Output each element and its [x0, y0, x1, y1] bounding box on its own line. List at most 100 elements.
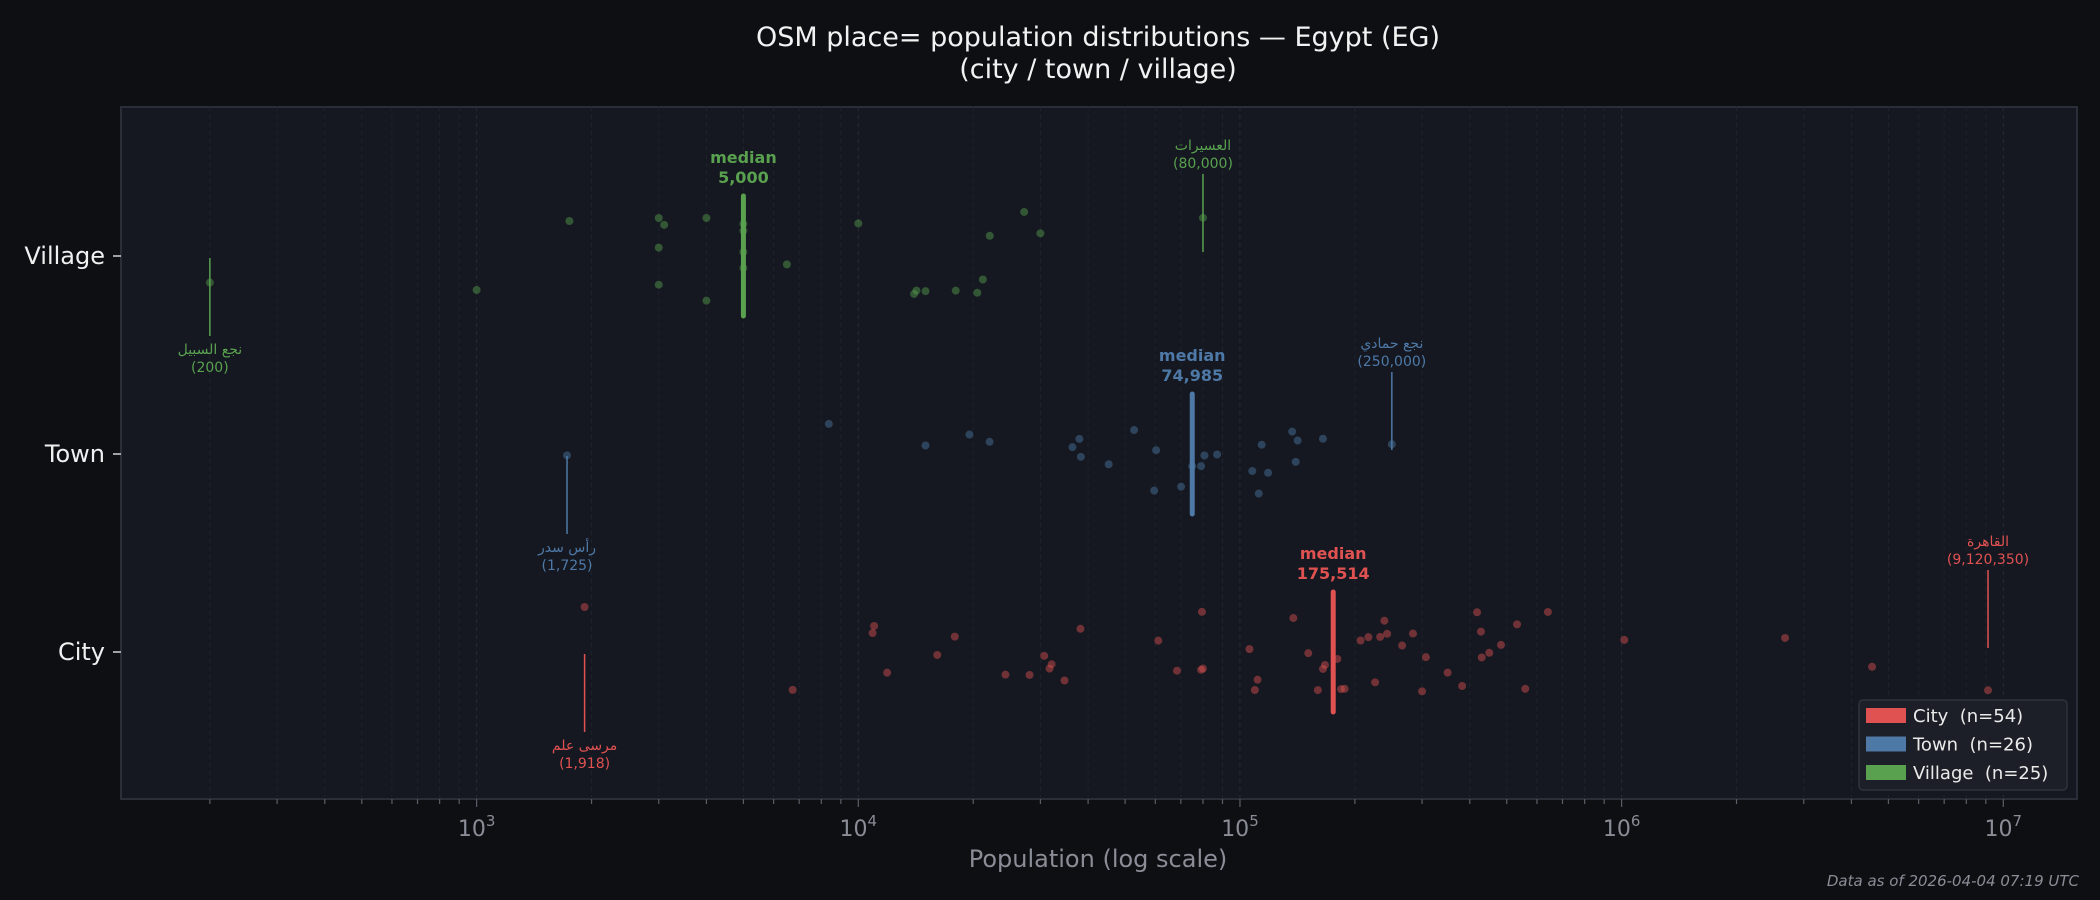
data-point: [1398, 641, 1407, 650]
data-point: [965, 430, 974, 439]
data-point: [1497, 640, 1506, 649]
data-point: [1288, 427, 1297, 436]
legend-label-city: City (n=54): [1913, 706, 2023, 727]
data-point: [1253, 675, 1262, 684]
data-point: [1152, 446, 1161, 455]
data-point: [1200, 451, 1209, 460]
data-point: [1068, 443, 1077, 452]
data-point: [950, 632, 959, 641]
data-point: [1036, 229, 1045, 238]
data-point: [1047, 660, 1056, 669]
data-point: [1383, 629, 1392, 638]
grid-lines: [209, 107, 2004, 799]
data-point: [563, 451, 572, 460]
data-point: [1150, 486, 1159, 495]
data-point: [1364, 633, 1373, 642]
data-point: [654, 243, 663, 252]
data-point: [910, 289, 919, 298]
data-point: [1198, 664, 1207, 673]
data-point: [1408, 629, 1417, 638]
data-point: [933, 650, 942, 659]
x-tick-label: 106: [1603, 812, 1641, 842]
max-place-name: القاهرة: [1967, 534, 2009, 550]
data-point: [1340, 684, 1349, 693]
data-point: [1313, 686, 1322, 695]
data-point: [1418, 687, 1427, 696]
y-tick-label: Town: [44, 440, 105, 468]
data-point: [1320, 660, 1329, 669]
data-point: [1060, 676, 1069, 685]
data-point: [1476, 627, 1485, 636]
plot-area: [120, 106, 2078, 800]
data-point: [1173, 666, 1182, 675]
data-point: [1254, 489, 1263, 498]
max-place-value: (9,120,350): [1947, 552, 2029, 568]
data-point: [1543, 607, 1552, 616]
min-place-value: (200): [191, 360, 229, 376]
data-point: [870, 621, 879, 630]
data-point: [1130, 425, 1139, 434]
median-label: median: [1159, 346, 1226, 365]
data-point: [883, 668, 892, 677]
median-label: median: [1300, 544, 1367, 563]
data-point: [782, 260, 791, 269]
min-place-value: (1,918): [559, 756, 610, 772]
median-value: 74,985: [1161, 366, 1223, 385]
data-point: [985, 231, 994, 240]
data-point: [1213, 450, 1222, 459]
data-point: [1485, 648, 1494, 657]
data-point: [921, 441, 930, 450]
min-place-name: نجع السبيل: [178, 342, 243, 358]
legend-swatch-town: [1866, 736, 1906, 752]
chart-subtitle: (city / town / village): [959, 54, 1237, 85]
min-place-name: رأس سدر: [537, 538, 596, 556]
data-point: [951, 286, 960, 295]
data-point: [1001, 670, 1010, 679]
data-point: [1620, 635, 1629, 644]
x-tick-label: 105: [1221, 812, 1259, 842]
data-point: [1177, 482, 1186, 491]
data-point: [1868, 662, 1877, 671]
data-point: [1250, 686, 1259, 695]
data-point: [1104, 460, 1113, 469]
max-place-value: (250,000): [1357, 354, 1426, 370]
median-value: 175,514: [1297, 564, 1370, 583]
data-point: [1289, 614, 1298, 623]
max-place-value: (80,000): [1173, 156, 1233, 172]
data-point: [868, 629, 877, 638]
data-point: [1154, 636, 1163, 645]
data-point: [1040, 651, 1049, 660]
data-point: [1458, 682, 1467, 691]
data-point: [1521, 684, 1530, 693]
max-place-name: نجع حمادي: [1360, 336, 1423, 352]
data-point: [472, 285, 481, 294]
data-point: [1477, 653, 1486, 662]
data-point: [1304, 649, 1313, 658]
data-point: [1371, 678, 1380, 687]
data-point: [1473, 608, 1482, 617]
max-place-name: العسيرات: [1175, 138, 1231, 154]
data-point: [654, 213, 663, 222]
footnote: Data as of 2026-04-04 07:19 UTC: [1827, 872, 2080, 890]
data-point: [1020, 207, 1029, 216]
chart-title: OSM place= population distributions — Eg…: [756, 22, 1440, 53]
data-point: [985, 437, 994, 446]
data-point: [1076, 624, 1085, 633]
legend-swatch-village: [1866, 765, 1906, 780]
data-point: [1421, 653, 1430, 662]
x-axis-label: Population (log scale): [969, 845, 1228, 873]
data-point: [1337, 685, 1346, 694]
data-point: [824, 419, 833, 428]
data-point: [654, 280, 663, 289]
x-tick-label: 103: [458, 812, 496, 842]
data-point: [1318, 434, 1327, 443]
legend-label-town: Town (n=26): [1912, 735, 2033, 756]
data-point: [1356, 636, 1365, 645]
legend-box: [1858, 699, 2068, 791]
data-point: [921, 287, 930, 296]
data-point: [1318, 664, 1327, 673]
